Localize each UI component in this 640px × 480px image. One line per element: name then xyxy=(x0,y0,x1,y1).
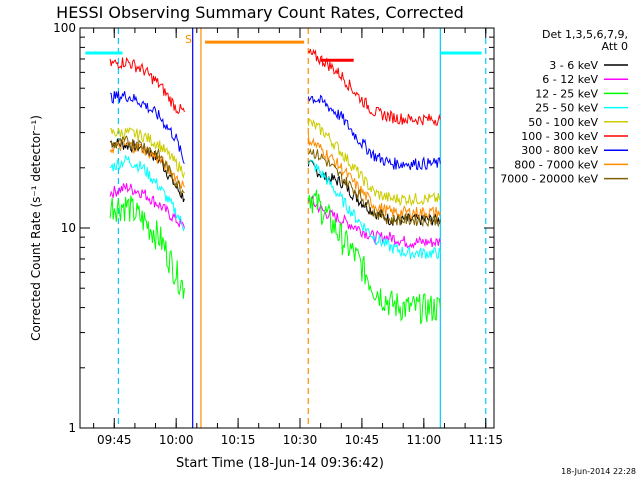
y-tick-label: 1 xyxy=(68,421,76,435)
series-line xyxy=(109,195,185,299)
legend-title-line1: Det 1,3,5,6,7,9, xyxy=(542,28,628,41)
series-2 xyxy=(109,189,441,325)
s-marker-label: S xyxy=(185,33,192,46)
series-8 xyxy=(110,135,441,228)
series-line xyxy=(109,183,185,229)
series-line xyxy=(307,159,441,260)
series-line xyxy=(307,118,441,207)
x-ticks: 09:45 10:00 10:15 10:30 10:45 11:00 11:15 xyxy=(93,28,503,447)
series-line xyxy=(109,155,185,232)
x-tick-label: 10:30 xyxy=(283,433,318,447)
series-7 xyxy=(109,133,441,220)
series-line xyxy=(110,135,185,197)
series-line xyxy=(307,94,441,171)
series-line xyxy=(307,133,441,220)
x-tick-label: 09:45 xyxy=(97,433,132,447)
series-0 xyxy=(109,138,441,226)
y-ticks: 1 10 100 xyxy=(53,21,494,435)
legend-label: 12 - 25 keV xyxy=(535,87,598,100)
y-tick-label: 100 xyxy=(53,21,76,35)
series-line xyxy=(307,189,441,325)
legend-label: 7000 - 20000 keV xyxy=(500,173,598,186)
legend-label: 25 - 50 keV xyxy=(535,102,598,115)
y-tick-label: 10 xyxy=(61,221,76,235)
y-axis-label: Corrected Count Rate (s⁻¹ detector⁻¹) xyxy=(29,115,43,341)
footer-date: 18-Jun-2014 22:28 xyxy=(561,467,636,476)
chart-marks xyxy=(85,28,487,428)
legend-label: 6 - 12 keV xyxy=(542,73,598,86)
series-line xyxy=(109,126,185,179)
plot-frame xyxy=(79,27,495,429)
legend-label: 3 - 6 keV xyxy=(549,59,598,72)
x-tick-label: 11:15 xyxy=(468,433,503,447)
legend-title-line2: Att 0 xyxy=(602,40,628,53)
x-tick-label: 11:00 xyxy=(407,433,442,447)
legend-label: 100 - 300 keV xyxy=(521,130,598,143)
legend-label: 50 - 100 keV xyxy=(528,116,598,129)
series-line xyxy=(109,91,185,164)
chart-title: HESSI Observing Summary Count Rates, Cor… xyxy=(56,3,464,22)
series-5 xyxy=(109,48,441,126)
series-line xyxy=(307,148,441,228)
series-line xyxy=(109,56,185,115)
series-4 xyxy=(109,118,441,207)
x-tick-label: 10:45 xyxy=(345,433,380,447)
x-tick-label: 10:00 xyxy=(159,433,194,447)
legend-label: 800 - 7000 keV xyxy=(514,158,598,171)
x-axis-label: Start Time (18-Jun-14 09:36:42) xyxy=(176,456,384,471)
x-tick-label: 10:15 xyxy=(221,433,256,447)
series-3 xyxy=(109,155,441,260)
series-line xyxy=(307,48,441,126)
legend-label: 300 - 800 keV xyxy=(521,144,598,157)
series-6 xyxy=(109,91,441,171)
